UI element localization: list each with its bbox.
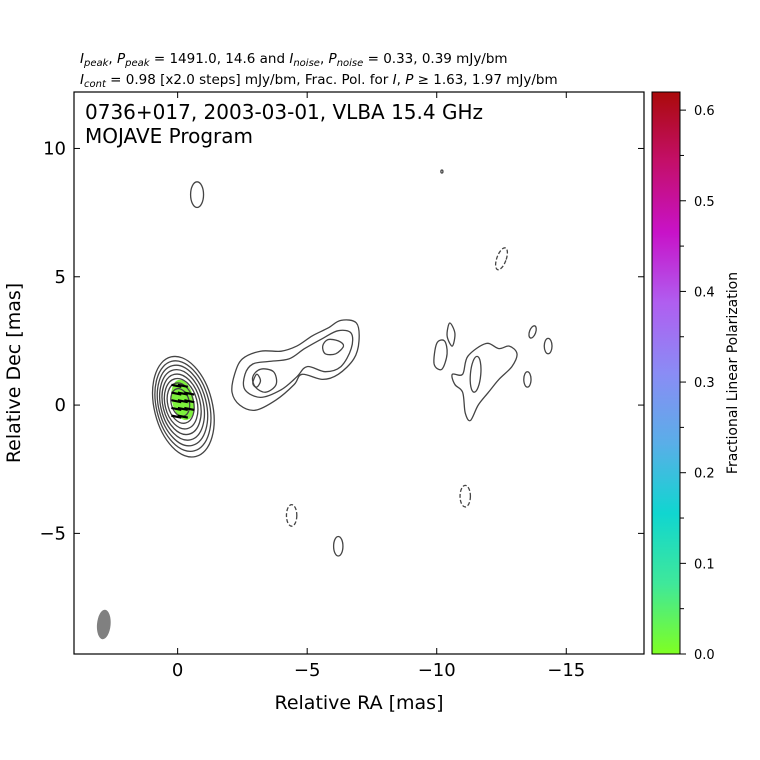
core-contour xyxy=(154,360,212,453)
y-tick-label: 10 xyxy=(43,138,66,159)
colorbar-label: Fractional Linear Polarization xyxy=(725,272,741,474)
jet-contour xyxy=(433,339,448,371)
jet-contour xyxy=(242,329,354,399)
jet-contour xyxy=(446,322,456,347)
evpa-tick xyxy=(171,399,182,404)
core-contour xyxy=(151,355,215,458)
colorbar-tick-label: 0.6 xyxy=(694,104,715,119)
x-tick-label: 0 xyxy=(172,660,183,681)
isolated-contour xyxy=(523,371,532,388)
colorbar-gradient xyxy=(652,92,680,654)
x-axis-label: Relative RA [mas] xyxy=(274,692,443,714)
isolated-contour xyxy=(469,355,482,393)
x-tick-label: −10 xyxy=(418,660,456,681)
negative-contour xyxy=(285,503,298,527)
title-line-1: 0736+017, 2003-03-01, VLBA 15.4 GHz xyxy=(85,100,483,124)
evpa-tick xyxy=(177,406,189,412)
isolated-contour xyxy=(440,169,444,174)
x-tick-label: −15 xyxy=(547,660,585,681)
beam-ellipse xyxy=(96,609,111,640)
header-line-2: Icont = 0.98 [x2.0 steps] mJy/bm, Frac. … xyxy=(80,72,558,90)
header-line-1: Ipeak, Ppeak = 1491.0, 14.6 and Inoise, … xyxy=(80,51,508,69)
core-contour xyxy=(163,377,199,430)
isolated-contour xyxy=(543,337,553,355)
colorbar-tick-label: 0.5 xyxy=(694,195,715,210)
y-tick-label: 0 xyxy=(55,395,66,416)
isolated-contour xyxy=(189,181,205,209)
negative-contour xyxy=(459,484,472,508)
jet-contour xyxy=(251,368,278,393)
evpa-tick xyxy=(171,391,182,396)
y-tick-label: −5 xyxy=(39,523,66,544)
header-text: Ipeak, Ppeak = 1491.0, 14.6 and Inoise, … xyxy=(80,51,558,90)
isolated-contour xyxy=(332,535,344,557)
y-tick-label: 5 xyxy=(55,267,66,288)
y-axis-label: Relative Dec [mas] xyxy=(3,283,25,463)
evpa-tick xyxy=(177,414,189,419)
x-tick-label: −5 xyxy=(294,660,321,681)
colorbar-ticks: 0.0 0.1 0.2 0.3 0.4 0.5 0.6 xyxy=(680,104,715,663)
isolated-contour xyxy=(528,325,537,339)
evpa-tick xyxy=(177,383,189,388)
core-contour xyxy=(161,373,202,436)
evpa-tick xyxy=(184,391,195,396)
core-contour xyxy=(166,382,195,424)
plot-area xyxy=(96,169,553,640)
plot-frame xyxy=(73,91,645,655)
evpa-tick xyxy=(171,383,182,388)
core-contour xyxy=(156,364,209,447)
jet-contour xyxy=(321,338,345,356)
evpa-tick xyxy=(177,399,189,404)
jet-contour xyxy=(451,342,518,422)
negative-contour xyxy=(494,247,509,271)
evpa-tick xyxy=(184,406,195,412)
jet-contour xyxy=(252,373,262,388)
colorbar-frame xyxy=(651,91,681,655)
jet-contour xyxy=(231,319,360,412)
colorbar-tick-label: 0.2 xyxy=(694,467,715,482)
evpa-tick xyxy=(177,391,189,396)
core-contour xyxy=(159,369,206,441)
evpa-tick xyxy=(184,399,195,404)
colorbar-tick-label: 0.0 xyxy=(694,648,715,663)
colorbar-tick-label: 0.1 xyxy=(694,557,715,572)
colorbar: 0.0 0.1 0.2 0.3 0.4 0.5 0.6 Fractional Linear … xyxy=(651,91,741,663)
colorbar-tick-label: 0.3 xyxy=(694,376,715,391)
title-line-2: MOJAVE Program xyxy=(85,124,253,148)
axis-ticks: 0 −5 −10 −15 −5 0 5 10 xyxy=(39,92,644,681)
evpa-tick xyxy=(171,406,182,412)
evpa-tick xyxy=(171,414,182,419)
colorbar-tick-label: 0.4 xyxy=(694,285,715,300)
